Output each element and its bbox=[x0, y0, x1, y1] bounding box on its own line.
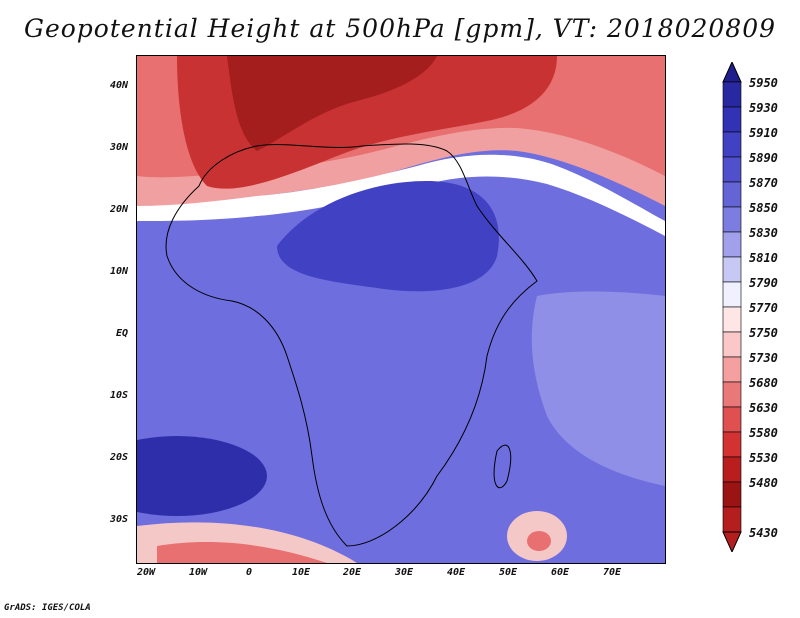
field-transition-band bbox=[137, 154, 665, 236]
colorbar-swatch-8 bbox=[722, 281, 742, 308]
colorbar-swatch-6 bbox=[722, 231, 742, 258]
grads-credit: GrADS: IGES/COLA bbox=[4, 603, 91, 613]
colorbar-label-5730: 5730 bbox=[749, 351, 778, 365]
colorbar-label-5790: 5790 bbox=[749, 276, 778, 290]
colorbar-label-5480: 5480 bbox=[749, 476, 778, 490]
colorbar-swatch-0 bbox=[722, 81, 742, 108]
lat-label-20s: 20S bbox=[109, 452, 128, 463]
lon-label-60e: 60E bbox=[550, 567, 570, 578]
colorbar-swatch-9 bbox=[722, 306, 742, 333]
madagascar-coastline bbox=[493, 444, 512, 489]
lat-label-40n: 40N bbox=[109, 80, 128, 91]
colorbar-top-arrow bbox=[722, 62, 742, 83]
colorbar-swatch-16 bbox=[722, 481, 742, 508]
africa-coastline bbox=[165, 143, 538, 547]
colorbar-swatch-11 bbox=[722, 356, 742, 383]
field-south-atlantic-high bbox=[137, 436, 267, 516]
colorbar-swatch-1 bbox=[722, 106, 742, 133]
colorbar-label-5430: 5430 bbox=[749, 526, 778, 540]
colorbar-bottom-arrow bbox=[722, 531, 742, 552]
field-indian-ocean bbox=[531, 291, 665, 486]
field-madagascar-trough-core bbox=[527, 531, 551, 551]
lon-label-20e: 20E bbox=[342, 567, 362, 578]
colorbar-swatch-13 bbox=[722, 406, 742, 433]
colorbar-swatch-2 bbox=[722, 131, 742, 158]
lat-label-eq: EQ bbox=[115, 328, 128, 339]
lon-label-20w: 20W bbox=[136, 567, 156, 578]
colorbar-swatch-5 bbox=[722, 206, 742, 233]
field-sahara-ridge bbox=[277, 181, 499, 292]
lon-label-70e: 70E bbox=[602, 567, 622, 578]
colorbar-label-5950: 5950 bbox=[749, 76, 778, 90]
lat-label-30n: 30N bbox=[109, 142, 128, 153]
colorbar-label-5810: 5810 bbox=[749, 251, 778, 265]
height-field-map bbox=[137, 56, 665, 563]
colorbar-swatch-15 bbox=[722, 456, 742, 483]
colorbar-label-5850: 5850 bbox=[749, 201, 778, 215]
colorbar-label-5750: 5750 bbox=[749, 326, 778, 340]
colorbar-label-5890: 5890 bbox=[749, 151, 778, 165]
colorbar-swatch-14 bbox=[722, 431, 742, 458]
colorbar-label-5580: 5580 bbox=[749, 426, 778, 440]
field-north-core bbox=[227, 56, 437, 151]
colorbar-swatch-17 bbox=[722, 506, 742, 533]
colorbar bbox=[722, 62, 742, 552]
colorbar-swatch-12 bbox=[722, 381, 742, 408]
lat-label-20n: 20N bbox=[109, 204, 128, 215]
colorbar-label-5830: 5830 bbox=[749, 226, 778, 240]
lon-label-30e: 30E bbox=[394, 567, 414, 578]
lon-label-10e: 10E bbox=[291, 567, 311, 578]
colorbar-label-5680: 5680 bbox=[749, 376, 778, 390]
lon-label-0: 0 bbox=[245, 567, 253, 578]
colorbar-swatch-3 bbox=[722, 156, 742, 183]
colorbar-swatch-10 bbox=[722, 331, 742, 358]
colorbar-label-5770: 5770 bbox=[749, 301, 778, 315]
colorbar-label-5530: 5530 bbox=[749, 451, 778, 465]
colorbar-swatch-4 bbox=[722, 181, 742, 208]
map-panel bbox=[136, 55, 666, 564]
field-south-trough-core bbox=[157, 542, 327, 563]
lat-label-10s: 10S bbox=[109, 390, 128, 401]
lat-label-30s: 30S bbox=[109, 514, 128, 525]
map-title: Geopotential Height at 500hPa [gpm], VT:… bbox=[23, 14, 777, 43]
colorbar-label-5870: 5870 bbox=[749, 176, 778, 190]
lon-label-10w: 10W bbox=[188, 567, 208, 578]
colorbar-label-5930: 5930 bbox=[749, 101, 778, 115]
colorbar-swatch-7 bbox=[722, 256, 742, 283]
colorbar-label-5630: 5630 bbox=[749, 401, 778, 415]
colorbar-label-5910: 5910 bbox=[749, 126, 778, 140]
lon-label-50e: 50E bbox=[498, 567, 518, 578]
lat-label-10n: 10N bbox=[109, 266, 128, 277]
lon-label-40e: 40E bbox=[446, 567, 466, 578]
